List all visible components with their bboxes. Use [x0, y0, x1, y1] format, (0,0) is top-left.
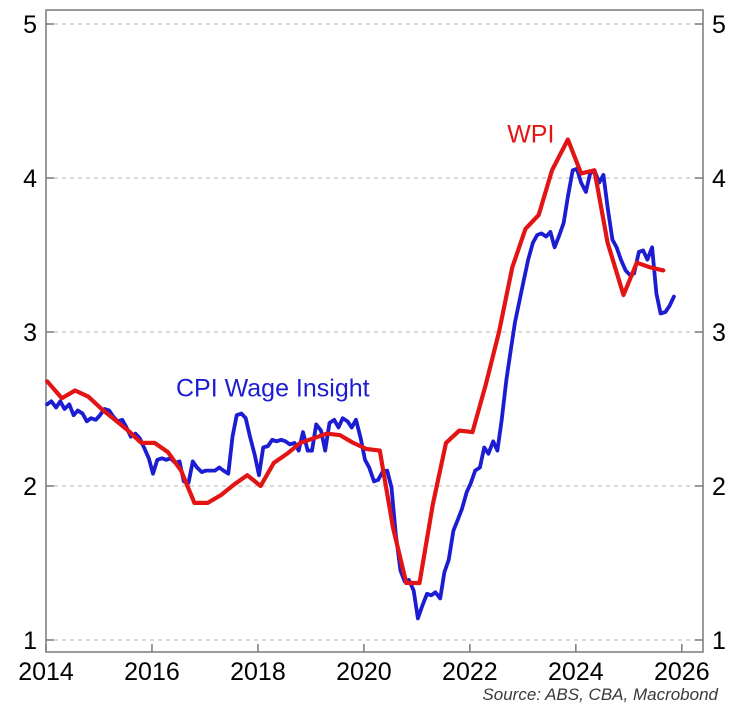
- x-axis-label-2022: 2022: [442, 658, 498, 686]
- y-axis-label-left-4: 4: [23, 165, 37, 193]
- plot-frame: [45, 9, 704, 653]
- source-note: Source: ABS, CBA, Macrobond: [482, 685, 718, 704]
- x-axis-label-2014: 2014: [18, 658, 74, 686]
- y-axis-label-right-5: 5: [712, 11, 726, 39]
- x-axis-label-2024: 2024: [548, 658, 604, 686]
- x-axis-label-2018: 2018: [230, 658, 286, 686]
- cpi-wage-insight-line: [45, 166, 676, 621]
- y-axis-label-right-3: 3: [712, 319, 726, 347]
- y-axis-label-left-3: 3: [23, 319, 37, 347]
- wpi-line: [44, 137, 666, 586]
- y-axis-label-right-4: 4: [712, 165, 726, 193]
- y-axis-label-left-1: 1: [23, 627, 37, 655]
- x-axis-label-2026: 2026: [654, 658, 710, 686]
- x-axis-label-2016: 2016: [124, 658, 180, 686]
- y-axis-label-left-5: 5: [23, 11, 37, 39]
- x-axis-label-2020: 2020: [336, 658, 392, 686]
- y-axis-label-left-2: 2: [23, 473, 37, 501]
- cpi-wage-insight-label: CPI Wage Insight: [176, 374, 370, 402]
- y-axis-label-right-2: 2: [712, 473, 726, 501]
- wpi-label: WPI: [507, 120, 554, 148]
- y-axis-label-right-1: 1: [712, 627, 726, 655]
